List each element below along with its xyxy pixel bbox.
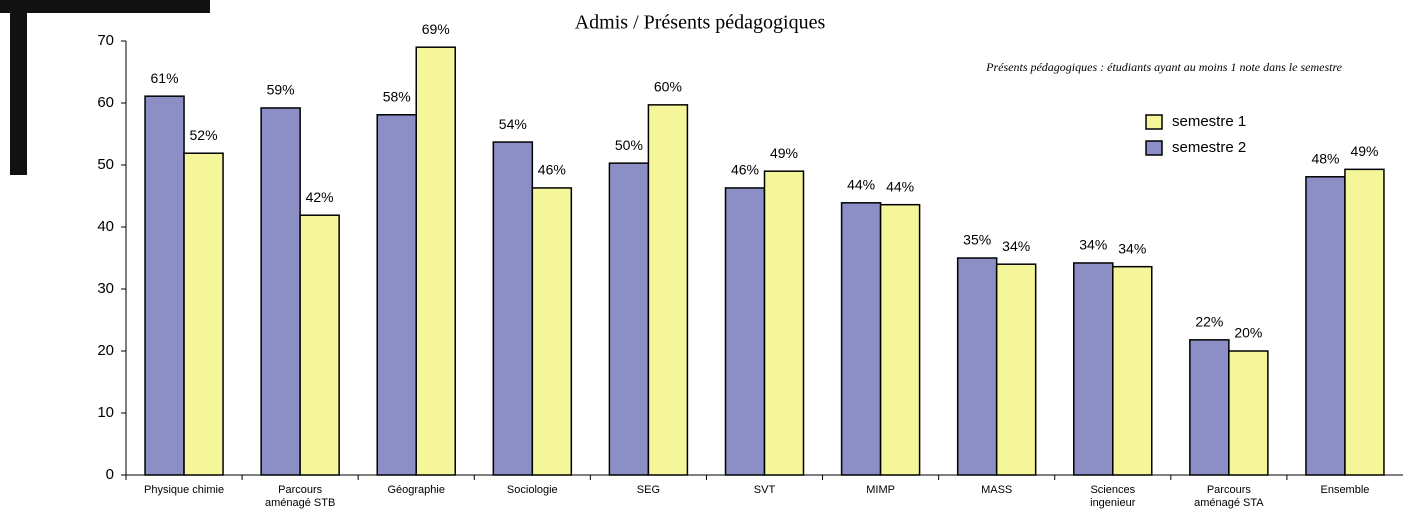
x-tick-label-line: Sciences bbox=[1090, 484, 1135, 496]
x-tick-label-line: Sociologie bbox=[507, 484, 558, 496]
y-tick-label: 40 bbox=[97, 218, 114, 235]
x-tick-label-line: Géographie bbox=[387, 484, 445, 496]
x-tick-label-line: Parcours bbox=[1207, 484, 1252, 496]
bar bbox=[763, 170, 805, 476]
x-tick-label-line: Ensemble bbox=[1320, 484, 1369, 496]
y-tick-label: 0 bbox=[106, 466, 114, 483]
bar bbox=[1189, 339, 1230, 476]
legend-label: semestre 2 bbox=[1172, 139, 1246, 156]
x-tick-label: SVT bbox=[754, 484, 776, 496]
bar bbox=[183, 152, 224, 476]
bar bbox=[531, 187, 573, 476]
value-label: 22% bbox=[1195, 314, 1223, 330]
value-label: 59% bbox=[267, 82, 295, 98]
value-label: 58% bbox=[383, 88, 411, 104]
y-tick-label: 10 bbox=[97, 404, 114, 421]
decor-bar bbox=[10, 0, 27, 175]
legend-swatch bbox=[1145, 114, 1163, 130]
value-label: 42% bbox=[306, 189, 334, 205]
value-label: 61% bbox=[151, 70, 179, 86]
value-label: 69% bbox=[422, 21, 450, 37]
x-tick-label-line: SEG bbox=[637, 484, 660, 496]
bar bbox=[840, 202, 882, 476]
value-label: 46% bbox=[538, 162, 566, 178]
x-tick-label-line: aménagé STB bbox=[265, 497, 335, 509]
x-tick-label-line: SVT bbox=[754, 484, 776, 496]
bar bbox=[1073, 262, 1114, 476]
bar bbox=[144, 95, 185, 476]
y-tick-label: 70 bbox=[97, 32, 114, 49]
bar bbox=[1305, 176, 1346, 476]
bar bbox=[724, 187, 766, 476]
bar bbox=[415, 46, 456, 476]
y-tick-label: 30 bbox=[97, 280, 114, 297]
value-label: 34% bbox=[1118, 240, 1146, 256]
value-label: 50% bbox=[615, 137, 643, 153]
x-tick-label-line: MIMP bbox=[866, 484, 895, 496]
x-tick-label-line: aménagé STA bbox=[1194, 497, 1264, 509]
value-label: 49% bbox=[770, 145, 798, 161]
x-tick-label-line: ingenieur bbox=[1090, 497, 1136, 509]
bar bbox=[647, 104, 689, 476]
value-label: 44% bbox=[847, 177, 875, 193]
x-tick-label: MIMP bbox=[866, 484, 895, 496]
x-tick-label: Ensemble bbox=[1320, 484, 1369, 496]
value-label: 44% bbox=[886, 178, 914, 194]
x-tick-label-line: Physique chimie bbox=[144, 484, 224, 496]
value-label: 52% bbox=[190, 127, 218, 143]
chart-title: Admis / Présents pédagogiques bbox=[575, 12, 826, 34]
value-label: 34% bbox=[1079, 237, 1107, 253]
x-tick-label: SEG bbox=[637, 484, 660, 496]
value-label: 46% bbox=[731, 162, 759, 178]
value-label: 60% bbox=[654, 79, 682, 95]
x-tick-label: Géographie bbox=[387, 484, 445, 496]
legend-label: semestre 1 bbox=[1172, 113, 1246, 130]
bar bbox=[260, 107, 301, 476]
x-tick-label: Parcours aménagé STB bbox=[265, 484, 335, 509]
value-label: 34% bbox=[1002, 238, 1030, 254]
bar bbox=[608, 162, 650, 476]
bar bbox=[492, 141, 534, 476]
bar bbox=[299, 214, 340, 476]
y-tick-label: 60 bbox=[97, 94, 114, 111]
bar bbox=[879, 203, 921, 476]
x-tick-label: Parcours aménagé STA bbox=[1194, 484, 1264, 509]
bar bbox=[995, 263, 1037, 476]
annotation: Présents pédagogiques : étudiants ayant … bbox=[985, 60, 1343, 74]
x-tick-label-line: Parcours bbox=[278, 484, 323, 496]
value-label: 54% bbox=[499, 116, 527, 132]
x-tick-label: Physique chimie bbox=[144, 484, 224, 496]
bar bbox=[376, 114, 417, 476]
bar bbox=[1112, 265, 1153, 476]
x-tick-label: MASS bbox=[981, 484, 1012, 496]
value-label: 48% bbox=[1311, 150, 1339, 166]
x-tick-label: Sociologie bbox=[507, 484, 558, 496]
value-label: 20% bbox=[1234, 325, 1262, 341]
y-tick-label: 20 bbox=[97, 342, 114, 359]
bar bbox=[1228, 350, 1269, 476]
bar bbox=[956, 257, 998, 476]
bar bbox=[1344, 168, 1385, 476]
decor-bar bbox=[0, 0, 210, 13]
x-tick-label: Sciences ingenieur bbox=[1090, 484, 1136, 509]
legend-swatch bbox=[1145, 140, 1163, 156]
value-label: 49% bbox=[1350, 143, 1378, 159]
x-tick-label-line: MASS bbox=[981, 484, 1012, 496]
y-tick-label: 50 bbox=[97, 156, 114, 173]
value-label: 35% bbox=[963, 232, 991, 248]
